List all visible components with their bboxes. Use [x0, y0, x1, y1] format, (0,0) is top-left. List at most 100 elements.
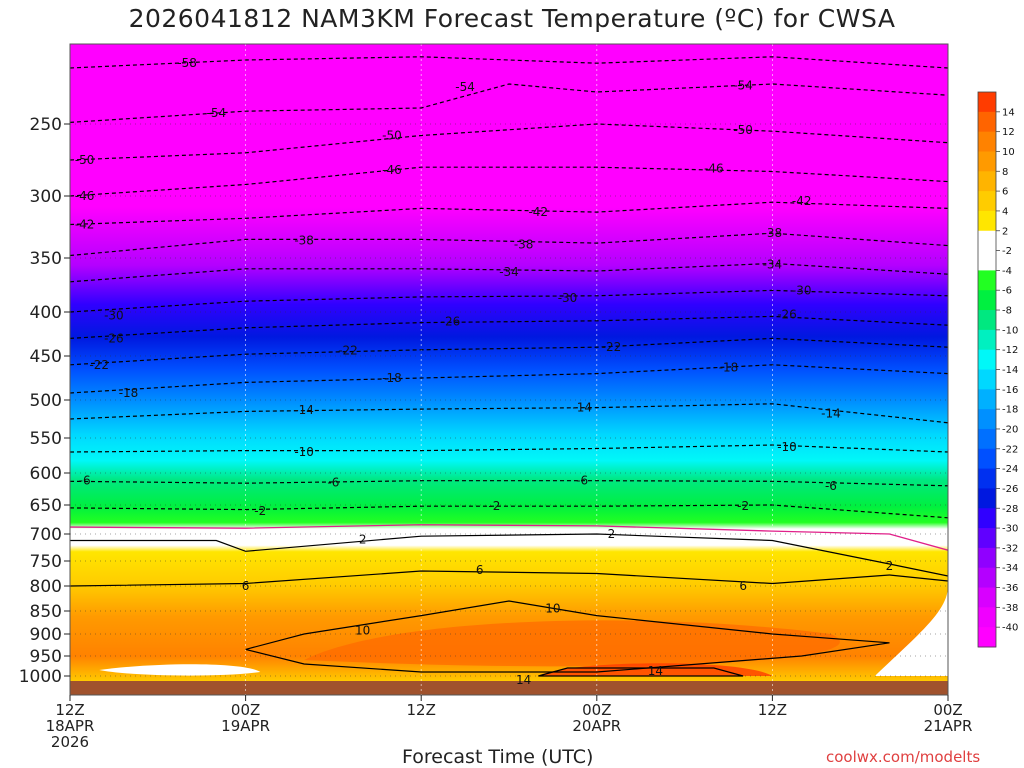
- chart-title: 2026041812 NAM3KM Forecast Temperature (…: [128, 4, 896, 33]
- colorbar-swatch-17: [978, 428, 996, 450]
- colorbar-swatch-16: [978, 409, 996, 430]
- isotherm-label--6-2: -6: [576, 474, 588, 488]
- x-tick-label-h60-1: 21APR: [924, 717, 973, 735]
- cool-pocket-east: [874, 586, 948, 676]
- isotherm-label--26-1: -26: [441, 315, 461, 329]
- isotherm--6: [70, 480, 948, 487]
- y-tick-label-750: 750: [30, 552, 62, 572]
- isotherm-label-14-1: 14: [516, 673, 531, 687]
- colorbar-label-4: 4: [1002, 206, 1008, 217]
- colorbar-swatch-10: [978, 290, 996, 311]
- colorbar-swatch-15: [978, 389, 996, 410]
- colorbar-label--4: -4: [1002, 266, 1012, 277]
- colorbar-label--38: -38: [1002, 603, 1018, 614]
- isotherm-label-6-2: 6: [739, 579, 747, 593]
- y-tick-label-500: 500: [30, 391, 62, 411]
- isotherm-label--38-2: -38: [763, 226, 783, 240]
- y-tick-label-700: 700: [30, 525, 62, 545]
- x-axis-label: Forecast Time (UTC): [402, 746, 594, 768]
- isotherm-contours: -58 -54 -54 -54 -50 -50 -50 -46 -46 -46 -42 -42 -42 -…: [70, 56, 948, 687]
- isotherm-label--6-0: -6: [79, 474, 91, 488]
- y-tick-label-850: 850: [30, 602, 62, 622]
- isotherm-label-14-0: 14: [648, 664, 663, 678]
- x-tick-label-h36-0: 00Z: [582, 701, 611, 719]
- temperature-field: [70, 44, 948, 695]
- x-tick-label-h48-0: 12Z: [758, 701, 787, 719]
- colorbar-swatch-8: [978, 250, 996, 271]
- plot-frame: [69, 43, 949, 696]
- colorbar-swatch-23: [978, 547, 996, 569]
- colorbar-label-14: 14: [1002, 107, 1015, 118]
- colorbar-swatch-0: [978, 92, 996, 113]
- colorbar-label-6: 6: [1002, 187, 1008, 198]
- colorbar-label--30: -30: [1002, 524, 1018, 535]
- isotherm-14: [538, 667, 744, 677]
- isotherm-label-10-0: 10: [355, 623, 370, 637]
- isotherm-label--54-1: -54: [455, 80, 475, 94]
- isotherm-10: [245, 600, 890, 673]
- colorbar-swatch-12: [978, 329, 996, 351]
- isotherm-label--18-0: -18: [119, 386, 139, 400]
- cool-pocket: [99, 664, 261, 676]
- isotherm-label--34-1: -34: [763, 257, 783, 271]
- colorbar-swatch-2: [978, 131, 996, 152]
- colorbar-swatch-9: [978, 270, 996, 291]
- colorbar-swatch-1: [978, 111, 996, 133]
- isotherm-label--6-3: -6: [825, 479, 837, 493]
- isotherm--10: [70, 444, 948, 453]
- colorbar-swatch-26: [978, 607, 996, 628]
- colorbar-label-12: 12: [1002, 127, 1015, 138]
- colorbar-label--28: -28: [1002, 504, 1018, 515]
- colorbar-swatch-7: [978, 230, 996, 252]
- y-tick-label-400: 400: [30, 303, 62, 323]
- y-tick-label-250: 250: [30, 115, 62, 135]
- colorbar-label--34: -34: [1002, 563, 1018, 574]
- isotherm--54: [70, 83, 948, 123]
- colorbar-swatch-24: [978, 567, 996, 589]
- isotherm-label--38-0: -38: [294, 234, 314, 248]
- y-tick-label-350: 350: [30, 249, 62, 269]
- isotherm-label--42-0: -42: [75, 218, 95, 232]
- isotherm-label--30-0: -30: [104, 309, 124, 323]
- x-tick-label-h0-1: 18APR: [46, 717, 95, 735]
- y-tick-label-300: 300: [30, 187, 62, 207]
- colorbar-label--6: -6: [1002, 286, 1012, 297]
- colorbar-swatch-6: [978, 210, 996, 232]
- colorbar-label--20: -20: [1002, 424, 1018, 435]
- isotherm-label-10-1: 10: [545, 602, 560, 616]
- x-tick-label-h24-0: 12Z: [407, 701, 436, 719]
- colorbar-swatch-14: [978, 369, 996, 390]
- colorbar-label--22: -22: [1002, 444, 1018, 455]
- warm-core-14c: [538, 663, 773, 676]
- colorbar-label--24: -24: [1002, 464, 1018, 475]
- colorbar-label--14: -14: [1002, 365, 1018, 376]
- isotherm-label--22-2: -22: [602, 340, 622, 354]
- isotherm--2: [70, 504, 948, 519]
- colorbar-label--18: -18: [1002, 405, 1018, 416]
- isotherm-label--22-1: -22: [338, 344, 358, 358]
- isotherm-label--54-2: -54: [733, 79, 753, 93]
- isotherm-2: [70, 533, 948, 577]
- isotherm-label--42-1: -42: [528, 205, 548, 219]
- y-tick-label-600: 600: [30, 464, 62, 484]
- colorbar-swatch-22: [978, 528, 996, 549]
- x-tick-label-h12-1: 19APR: [221, 717, 270, 735]
- colorbar-label--32: -32: [1002, 543, 1018, 554]
- colorbar-swatch-27: [978, 627, 996, 648]
- colorbar-label-2: 2: [1002, 226, 1008, 237]
- isotherm-label--30-2: -30: [792, 283, 812, 297]
- isotherm-label--18-1: -18: [382, 371, 402, 385]
- isotherm-label--50-2: -50: [733, 123, 753, 137]
- pressure-axis: 250 300 350 400 450 500 550 600 650 700 750 800 850 9…: [19, 115, 70, 687]
- isotherm-label-6-0: 6: [242, 579, 250, 593]
- isotherm-label--46-0: -46: [75, 189, 95, 203]
- isotherm-label--14-1: -14: [572, 401, 592, 415]
- isotherm-label--42-2: -42: [792, 194, 812, 208]
- isotherm-label--50-1: -50: [382, 129, 402, 143]
- isotherm-label--18-2: -18: [719, 360, 739, 374]
- colorbar-swatch-19: [978, 468, 996, 489]
- freezing-level-line: [70, 524, 948, 551]
- isotherm-label-2-2: 2: [886, 559, 894, 573]
